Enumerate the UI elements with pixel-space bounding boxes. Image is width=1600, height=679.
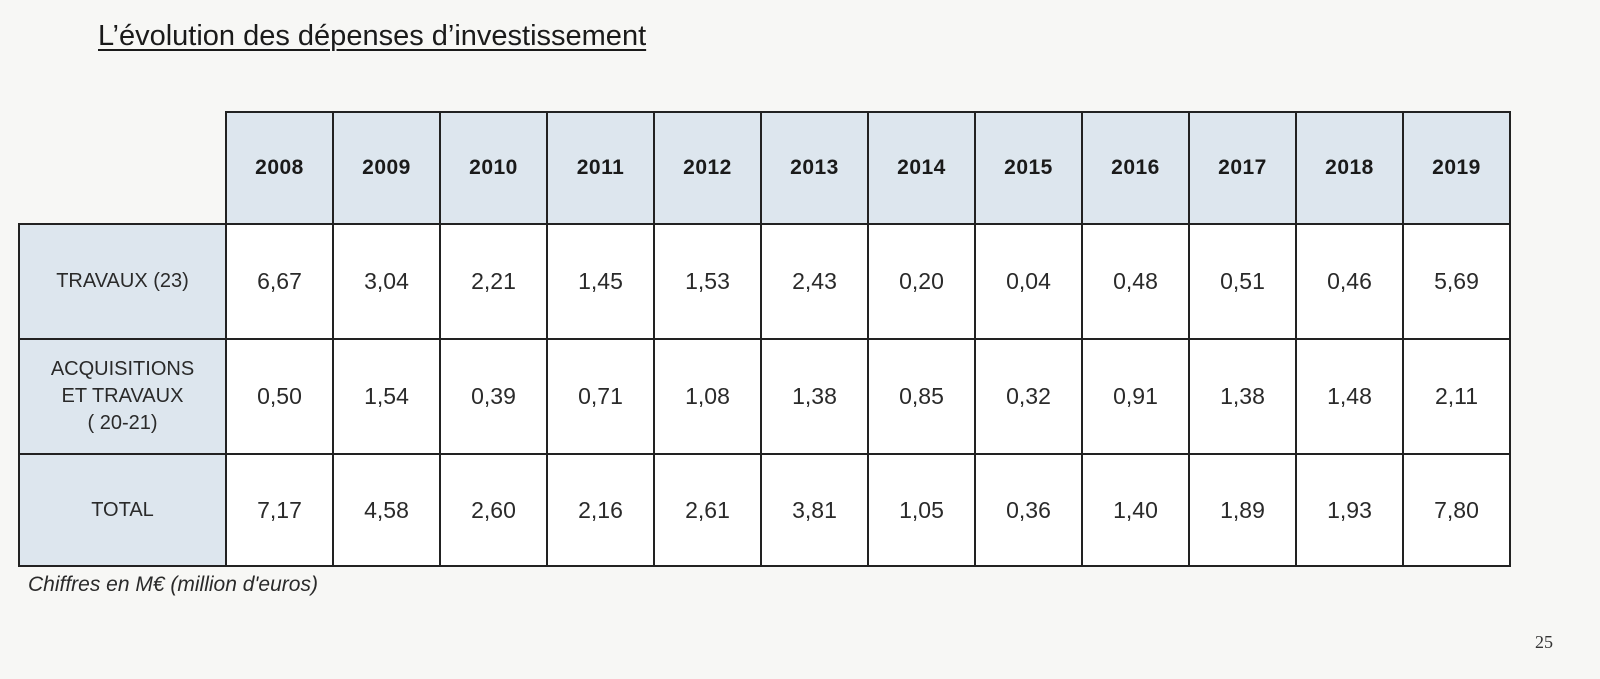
table-row-travaux: TRAVAUX (23) 6,67 3,04 2,21 1,45 1,53 2,… xyxy=(18,223,1511,340)
table-cell: 6,67 xyxy=(225,223,334,340)
table-cell: 1,38 xyxy=(1188,338,1297,455)
year-header: 2016 xyxy=(1081,111,1190,225)
table-cell: 1,93 xyxy=(1295,453,1404,567)
year-header: 2017 xyxy=(1188,111,1297,225)
row-label-line: TOTAL xyxy=(91,498,154,521)
table-cell: 0,85 xyxy=(867,338,976,455)
table-cell: 1,08 xyxy=(653,338,762,455)
table-cell: 1,05 xyxy=(867,453,976,567)
year-header: 2010 xyxy=(439,111,548,225)
table-cell: 1,89 xyxy=(1188,453,1297,567)
table-cell: 7,80 xyxy=(1402,453,1511,567)
table-cell: 4,58 xyxy=(332,453,441,567)
table-cell: 2,60 xyxy=(439,453,548,567)
table-cell: 0,32 xyxy=(974,338,1083,455)
table-cell: 2,61 xyxy=(653,453,762,567)
table-cell: 3,04 xyxy=(332,223,441,340)
page-number: 25 xyxy=(1535,632,1553,652)
year-header: 2013 xyxy=(760,111,869,225)
year-header: 2009 xyxy=(332,111,441,225)
table-cell: 0,04 xyxy=(974,223,1083,340)
table-cell: 0,50 xyxy=(225,338,334,455)
table-cell: 0,51 xyxy=(1188,223,1297,340)
row-label-line: TRAVAUX (23) xyxy=(56,270,189,292)
table-cell: 1,40 xyxy=(1081,453,1190,567)
row-label-line: ET TRAVAUX xyxy=(61,385,184,407)
row-label-line: ( 20-21) xyxy=(87,412,158,434)
corner-cell xyxy=(19,112,227,225)
table-cell: 2,43 xyxy=(760,223,869,340)
table-cell: 1,53 xyxy=(653,223,762,340)
year-header: 2011 xyxy=(546,111,655,225)
year-header-row: 2008 2009 2010 2011 2012 2013 2014 2015 … xyxy=(19,111,1511,225)
footnote: Chiffres en M€ (million d'euros) xyxy=(28,573,318,596)
investment-table: 2008 2009 2010 2011 2012 2013 2014 2015 … xyxy=(18,111,1511,567)
table-cell: 0,20 xyxy=(867,223,976,340)
table-cell: 1,54 xyxy=(332,338,441,455)
table-row-acquisitions: ACQUISITIONS ET TRAVAUX ( 20-21) 0,50 1,… xyxy=(18,338,1511,455)
table-row-total: TOTAL 7,17 4,58 2,60 2,16 2,61 3,81 1,05… xyxy=(18,453,1511,567)
row-label-line: ACQUISITIONS xyxy=(50,358,195,380)
table-cell: 1,45 xyxy=(546,223,655,340)
table-cell: 2,21 xyxy=(439,223,548,340)
year-header: 2015 xyxy=(974,111,1083,225)
table-cell: 3,81 xyxy=(760,453,869,567)
table-cell: 2,11 xyxy=(1402,338,1511,455)
year-header: 2019 xyxy=(1402,111,1511,225)
table-cell: 0,39 xyxy=(439,338,548,455)
row-label-total: TOTAL xyxy=(18,453,227,567)
year-header: 2012 xyxy=(653,111,762,225)
row-label-acquisitions: ACQUISITIONS ET TRAVAUX ( 20-21) xyxy=(18,338,227,455)
table-cell: 0,36 xyxy=(974,453,1083,567)
year-header: 2008 xyxy=(225,111,334,225)
table-cell: 0,46 xyxy=(1295,223,1404,340)
table-cell: 2,16 xyxy=(546,453,655,567)
table-cell: 5,69 xyxy=(1402,223,1511,340)
page-title: L’évolution des dépenses d’investissemen… xyxy=(98,20,647,52)
table-cell: 1,38 xyxy=(760,338,869,455)
table-cell: 0,91 xyxy=(1081,338,1190,455)
table-cell: 0,48 xyxy=(1081,223,1190,340)
table-cell: 0,71 xyxy=(546,338,655,455)
table-cell: 1,48 xyxy=(1295,338,1404,455)
table-cell: 7,17 xyxy=(225,453,334,567)
year-header: 2014 xyxy=(867,111,976,225)
row-label-travaux: TRAVAUX (23) xyxy=(18,223,227,340)
year-header: 2018 xyxy=(1295,111,1404,225)
